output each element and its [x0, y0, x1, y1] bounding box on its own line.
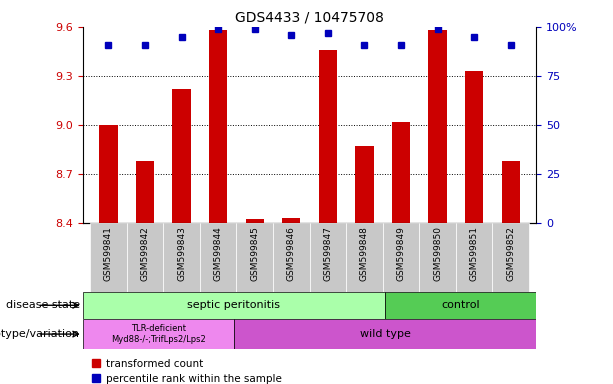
Bar	[83, 319, 234, 349]
Bar	[428, 30, 447, 223]
Legend: transformed count, percentile rank within the sample: transformed count, percentile rank withi…	[88, 355, 286, 384]
Bar	[465, 71, 483, 223]
Bar	[163, 223, 200, 292]
Bar	[172, 89, 191, 223]
Bar	[456, 223, 492, 292]
Bar	[419, 223, 456, 292]
Bar	[392, 121, 410, 223]
Text: GSM599851: GSM599851	[470, 226, 479, 281]
Text: control: control	[441, 300, 480, 310]
Text: GSM599847: GSM599847	[323, 226, 332, 281]
Text: disease state: disease state	[6, 300, 80, 310]
Text: TLR-deficient
Myd88-/-;TrifLps2/Lps2: TLR-deficient Myd88-/-;TrifLps2/Lps2	[111, 324, 206, 344]
Text: GSM599849: GSM599849	[397, 226, 406, 281]
Text: GSM599842: GSM599842	[140, 226, 150, 281]
Bar	[200, 223, 237, 292]
Text: GSM599850: GSM599850	[433, 226, 442, 281]
Bar	[90, 223, 127, 292]
Text: GSM599844: GSM599844	[213, 226, 223, 281]
Bar	[282, 218, 300, 223]
Text: GSM599848: GSM599848	[360, 226, 369, 281]
Title: GDS4433 / 10475708: GDS4433 / 10475708	[235, 10, 384, 24]
Bar	[310, 223, 346, 292]
Bar	[273, 223, 310, 292]
Bar	[346, 223, 383, 292]
Bar	[209, 30, 227, 223]
Bar	[83, 292, 385, 319]
Text: GSM599852: GSM599852	[506, 226, 516, 281]
Bar	[383, 223, 419, 292]
Text: septic peritonitis: septic peritonitis	[188, 300, 281, 310]
Bar	[99, 125, 118, 223]
Bar	[492, 223, 529, 292]
Bar	[234, 319, 536, 349]
Text: GSM599845: GSM599845	[250, 226, 259, 281]
Bar	[237, 223, 273, 292]
Bar	[127, 223, 163, 292]
Bar	[136, 161, 154, 223]
Text: GSM599846: GSM599846	[287, 226, 296, 281]
Text: genotype/variation: genotype/variation	[0, 329, 80, 339]
Bar	[501, 161, 520, 223]
Text: wild type: wild type	[360, 329, 411, 339]
Text: GSM599843: GSM599843	[177, 226, 186, 281]
Bar	[356, 146, 373, 223]
Bar	[319, 50, 337, 223]
Bar	[385, 292, 536, 319]
Text: GSM599841: GSM599841	[104, 226, 113, 281]
Bar	[246, 219, 264, 223]
